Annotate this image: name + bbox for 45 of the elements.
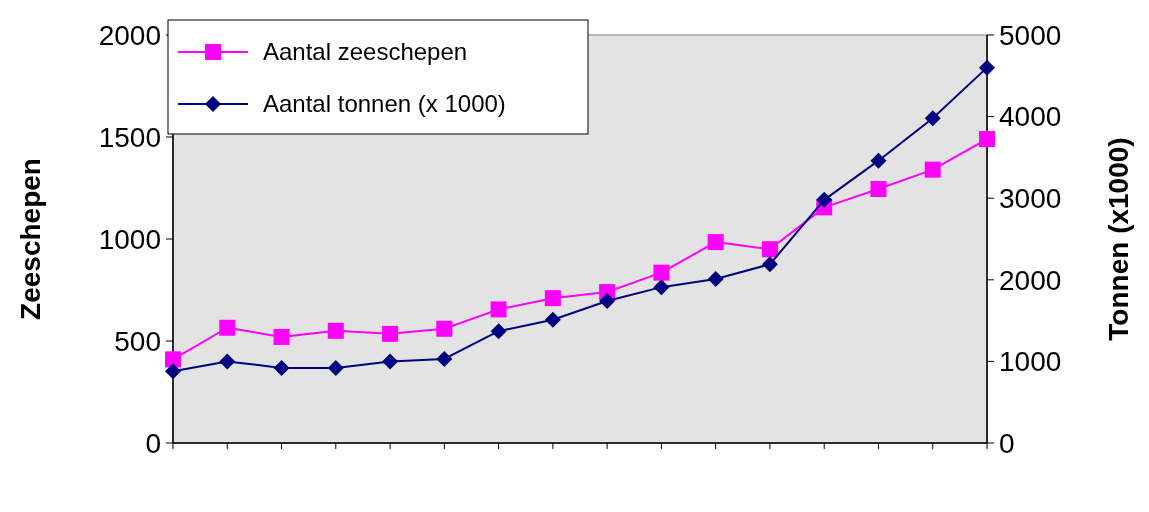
y2-axis-title: Tonnen (x1000) [1103, 137, 1134, 341]
point [816, 191, 833, 208]
point [924, 161, 941, 178]
point [436, 350, 453, 367]
point [165, 351, 181, 368]
point [490, 301, 507, 318]
point [273, 328, 290, 345]
y-tick-label: 1500 [98, 121, 161, 153]
point [761, 241, 778, 258]
y-tick-label: 1000 [98, 223, 161, 255]
point [707, 234, 724, 251]
y2-tick-label: 0 [999, 427, 1015, 459]
point [165, 363, 181, 380]
point [979, 59, 995, 76]
point [219, 353, 236, 370]
point [544, 311, 561, 328]
point [924, 110, 941, 127]
point [870, 181, 887, 198]
point [490, 323, 507, 340]
y-axis-title: Zeeschepen [15, 158, 46, 320]
point [870, 152, 887, 169]
point [382, 353, 399, 370]
point [219, 319, 236, 336]
y-tick-label: 0 [145, 427, 161, 459]
point [761, 256, 778, 273]
legend-label: Aantal zeeschepen [263, 38, 468, 66]
y2-tick-label: 3000 [999, 183, 1062, 214]
point [599, 293, 616, 310]
y2-tick-label: 1000 [999, 346, 1062, 378]
point [382, 325, 399, 342]
point [436, 320, 453, 337]
point [707, 270, 724, 287]
y-tick-label: 500 [114, 325, 161, 357]
y2-tick-label: 4000 [999, 101, 1062, 133]
y2-tick-label: 2000 [999, 264, 1062, 296]
point [327, 322, 344, 339]
point [327, 359, 344, 376]
point [653, 279, 670, 296]
point [273, 359, 290, 376]
y2-tick-label: 5000 [999, 19, 1062, 51]
point [653, 264, 670, 281]
point [544, 290, 561, 307]
point [979, 131, 995, 148]
y-tick-label: 2000 [98, 19, 161, 51]
legend-label: Aantal tonnen (x 1000) [263, 90, 506, 118]
